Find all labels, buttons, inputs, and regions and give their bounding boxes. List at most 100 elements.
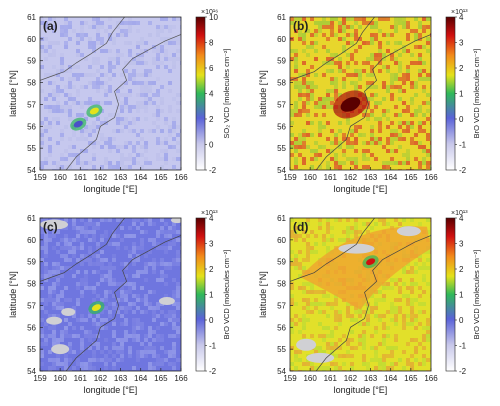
texture-cell <box>120 21 124 25</box>
texture-cell <box>152 338 156 342</box>
texture-cell <box>318 133 322 137</box>
texture-cell <box>56 358 60 362</box>
texture-cell <box>152 49 156 53</box>
texture-cell <box>290 262 294 266</box>
texture-cell <box>40 330 44 334</box>
texture-cell <box>414 282 418 286</box>
texture-cell <box>140 322 144 326</box>
texture-cell <box>430 354 431 358</box>
texture-cell <box>128 254 132 258</box>
texture-cell <box>374 85 378 89</box>
texture-cell <box>406 73 410 77</box>
colorbar-tick-label: 1 <box>459 90 464 99</box>
texture-cell <box>44 274 48 278</box>
y-tick-label: 61 <box>27 214 36 223</box>
texture-cell <box>164 37 168 41</box>
texture-cell <box>140 137 144 141</box>
texture-cell <box>60 65 64 69</box>
texture-cell <box>88 97 92 101</box>
texture-cell <box>318 350 322 354</box>
texture-cell <box>80 254 84 258</box>
texture-cell <box>144 69 148 73</box>
texture-cell <box>350 145 354 149</box>
texture-cell <box>382 218 386 222</box>
texture-cell <box>406 302 410 306</box>
texture-cell <box>402 266 406 270</box>
texture-cell <box>104 141 108 145</box>
texture-cell <box>84 258 88 262</box>
texture-cell <box>144 266 148 270</box>
texture-cell <box>120 338 124 342</box>
texture-cell <box>168 334 172 338</box>
texture-cell <box>116 149 120 153</box>
texture-cell <box>394 318 398 322</box>
texture-cell <box>322 234 326 238</box>
texture-cell <box>124 33 128 37</box>
texture-cell <box>422 334 426 338</box>
x-tick-label: 166 <box>424 173 438 182</box>
texture-cell <box>100 350 104 354</box>
texture-cell <box>410 366 414 370</box>
texture-cell <box>148 362 152 366</box>
texture-cell <box>378 45 382 49</box>
texture-cell <box>120 342 124 346</box>
texture-cell <box>406 37 410 41</box>
x-tick-label: 164 <box>384 173 398 182</box>
texture-cell <box>124 61 128 65</box>
texture-cell <box>144 85 148 89</box>
texture-cell <box>128 290 132 294</box>
texture-cell <box>144 109 148 113</box>
texture-cell <box>128 282 132 286</box>
texture-cell <box>402 109 406 113</box>
x-tick-label: 162 <box>344 173 358 182</box>
texture-cell <box>310 33 314 37</box>
texture-cell <box>326 169 330 170</box>
texture-cell <box>112 65 116 69</box>
texture-cell <box>350 362 354 366</box>
texture-cell <box>160 101 164 105</box>
texture-cell <box>350 161 354 165</box>
texture-cell <box>172 230 176 234</box>
texture-cell <box>410 137 414 141</box>
texture-cell <box>338 121 342 125</box>
texture-cell <box>144 254 148 258</box>
texture-cell <box>180 73 181 77</box>
texture-cell <box>342 69 346 73</box>
texture-cell <box>52 290 56 294</box>
texture-cell <box>172 25 176 29</box>
texture-cell <box>398 310 402 314</box>
plot-area <box>40 17 181 170</box>
texture-cell <box>326 326 330 330</box>
texture-cell <box>68 350 72 354</box>
texture-cell <box>100 238 104 242</box>
texture-cell <box>338 145 342 149</box>
texture-cell <box>346 310 350 314</box>
texture-cell <box>96 342 100 346</box>
texture-cell <box>156 117 160 121</box>
texture-cell <box>398 77 402 81</box>
texture-cell <box>104 161 108 165</box>
texture-cell <box>426 17 430 21</box>
texture-cell <box>96 222 100 226</box>
texture-cell <box>386 125 390 129</box>
texture-cell <box>402 366 406 370</box>
texture-cell <box>60 266 64 270</box>
texture-cell <box>358 85 362 89</box>
texture-cell <box>56 270 60 274</box>
texture-cell <box>322 310 326 314</box>
texture-cell <box>346 137 350 141</box>
texture-cell <box>176 306 180 310</box>
texture-cell <box>108 101 112 105</box>
texture-cell <box>116 298 120 302</box>
texture-cell <box>156 358 160 362</box>
texture-cell <box>152 262 156 266</box>
texture-cell <box>100 145 104 149</box>
texture-cell <box>302 33 306 37</box>
texture-cell <box>128 61 132 65</box>
texture-cell <box>354 310 358 314</box>
texture-cell <box>156 65 160 69</box>
texture-cell <box>386 69 390 73</box>
texture-cell <box>306 310 310 314</box>
texture-cell <box>128 29 132 33</box>
